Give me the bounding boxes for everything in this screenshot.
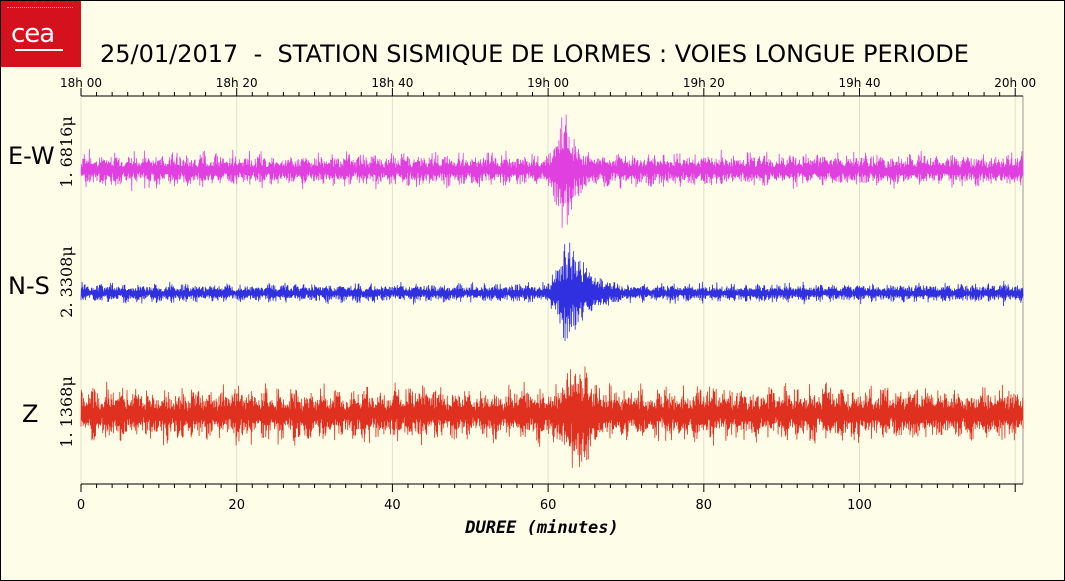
amplitude-label-z: 1. 1368μ	[57, 376, 76, 447]
trace-z	[80, 366, 1024, 468]
cea-logo: cea	[1, 1, 81, 67]
top-time-tick-label: 19h 00	[527, 76, 569, 90]
amplitude-label-ew: 1. 6816μ	[57, 116, 76, 187]
chart-title: 25/01/2017 - STATION SISMIQUE DE LORMES …	[100, 40, 969, 68]
logo-mark: cea	[11, 19, 55, 49]
channel-label-ew: E-W	[8, 142, 55, 170]
channel-label-z: Z	[22, 400, 39, 428]
x-tick-label: 20	[228, 498, 245, 513]
top-time-tick-label: 18h 40	[371, 76, 413, 90]
logo-bar	[15, 49, 63, 51]
channel-label-ns: N-S	[8, 272, 50, 300]
x-axis-title: DUREE (minutes)	[464, 518, 619, 538]
x-tick-label: 60	[540, 498, 557, 513]
amplitude-label-ns: 2. 3308μ	[57, 246, 76, 317]
x-tick-label: 100	[847, 498, 872, 513]
top-time-tick-label: 18h 00	[60, 76, 102, 90]
x-tick-label: 80	[696, 498, 713, 513]
top-time-tick-label: 19h 20	[683, 76, 725, 90]
top-time-tick-label: 20h 00	[994, 76, 1036, 90]
top-time-tick-label: 18h 20	[216, 76, 258, 90]
logo-tagline	[7, 7, 73, 11]
x-tick-label: 0	[77, 498, 85, 513]
trace-ns	[80, 242, 1024, 341]
x-tick-label: 40	[384, 498, 401, 513]
trace-ew	[80, 114, 1024, 228]
top-time-tick-label: 19h 40	[839, 76, 881, 90]
